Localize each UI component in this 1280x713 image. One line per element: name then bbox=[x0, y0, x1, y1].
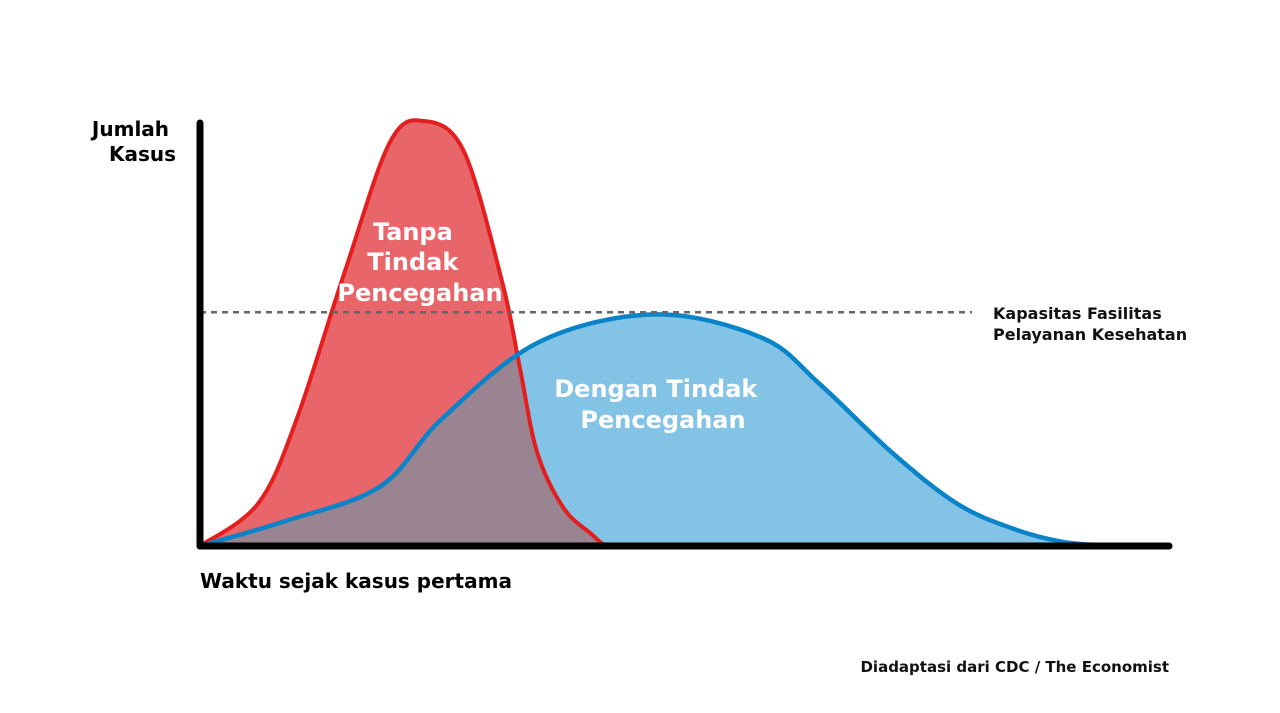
y-axis-label-line-1: Jumlah bbox=[90, 117, 169, 141]
series-tanpa-tindak-pencegahan-line bbox=[198, 118, 627, 549]
capacity-label-line-2: Pelayanan Kesehatan bbox=[993, 325, 1187, 344]
red-label-line-2: Tindak bbox=[367, 248, 459, 276]
blue-label-line-2: Pencegahan bbox=[580, 406, 745, 434]
series-dengan-tindak-pencegahan-label: Dengan Tindak Pencegahan bbox=[554, 375, 765, 434]
source-note: Diadaptasi dari CDC / The Economist bbox=[860, 658, 1169, 676]
overlap-area bbox=[200, 314, 627, 546]
y-axis-label-line-2: Kasus bbox=[109, 142, 176, 166]
series-tanpa-tindak-pencegahan-label: Tanpa Tindak Pencegahan bbox=[337, 218, 502, 307]
red-label-line-3: Pencegahan bbox=[337, 279, 502, 307]
series-dengan-tindak-pencegahan-line bbox=[199, 312, 1112, 549]
x-axis-label: Waktu sejak kasus pertama bbox=[200, 569, 512, 593]
red-label-line-1: Tanpa bbox=[373, 218, 453, 246]
blue-label-line-1: Dengan Tindak bbox=[554, 375, 758, 403]
capacity-label: Kapasitas Fasilitas Pelayanan Kesehatan bbox=[993, 304, 1187, 344]
capacity-label-line-1: Kapasitas Fasilitas bbox=[993, 304, 1162, 323]
y-axis-label: Jumlah Kasus bbox=[90, 117, 176, 166]
